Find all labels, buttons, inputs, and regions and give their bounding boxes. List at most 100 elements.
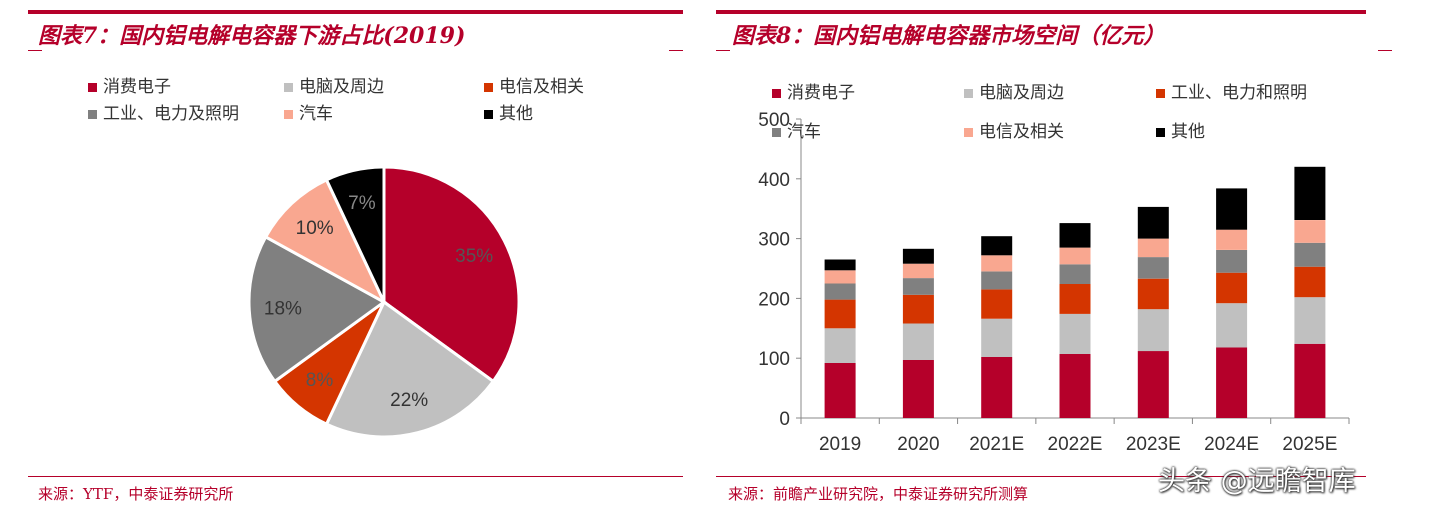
legend-item: 电信及相关	[484, 72, 584, 97]
bar-segment	[902, 278, 934, 295]
pie-slice	[382, 165, 521, 384]
legend-item: 电脑及周边	[284, 72, 384, 97]
bottom-rule	[28, 476, 683, 477]
legend-item: 其他	[484, 99, 533, 124]
x-tick-label: 2020	[897, 434, 939, 455]
bar-segment	[1059, 264, 1091, 284]
bar-segment	[981, 271, 1013, 290]
pie-data-label: 7%	[348, 193, 376, 214]
legend-label: 其他	[1171, 122, 1205, 142]
source-note: 来源：YTF，中泰证券研究所	[38, 485, 234, 503]
legend-label: 汽车	[787, 122, 821, 142]
bar-segment	[1294, 220, 1326, 243]
pie-slice	[263, 177, 388, 306]
x-tick-label: 2023E	[1126, 434, 1181, 455]
figure-title: 图表7：国内铝电解电容器下游占比(2019)	[38, 23, 466, 49]
bottom-rule	[716, 476, 1366, 477]
bar-segment	[824, 299, 856, 329]
bar-segment	[824, 270, 856, 284]
pie-slice	[247, 234, 387, 384]
bar-segment	[1294, 297, 1326, 344]
legend-swatch	[772, 128, 781, 137]
bar-segment	[824, 283, 856, 300]
top-rule	[716, 10, 1366, 14]
bar-segment	[981, 318, 1013, 357]
x-tick-label: 2024E	[1204, 434, 1259, 455]
bar-segment	[1216, 347, 1248, 418]
bar-segment	[1216, 229, 1248, 250]
bar-chart-panel: 图表8：国内铝电解电容器市场空间（亿元） 0 100 200 300 400 500 201…	[706, 0, 1436, 510]
bar-segment	[824, 363, 856, 418]
legend-item: 消费电子	[88, 72, 171, 97]
legend-item: 工业、电力和照明	[1156, 78, 1307, 103]
legend-label: 电信及相关	[499, 77, 584, 97]
y-tick-label: 0	[779, 409, 790, 430]
legend-item: 消费电子	[772, 78, 855, 103]
legend-label: 电信及相关	[979, 122, 1064, 142]
legend-item: 工业、电力及照明	[88, 99, 239, 124]
title-tick-left	[28, 50, 42, 51]
legend-label: 消费电子	[787, 83, 855, 103]
pie-chart: 35% 22% 8% 18% 10% 7%	[247, 165, 521, 439]
bar-segment	[1059, 354, 1091, 418]
y-tick-label: 100	[758, 349, 790, 370]
legend-label: 其他	[499, 104, 533, 124]
legend-swatch	[1156, 89, 1165, 98]
bar-segment	[1216, 188, 1248, 230]
legend-label: 消费电子	[103, 77, 171, 97]
bar-segment	[1137, 309, 1169, 352]
x-tick-label: 2025E	[1282, 434, 1337, 455]
legend-swatch	[484, 83, 493, 92]
pie-chart-panel: 图表7：国内铝电解电容器下游占比(2019) 消费电子 电脑及周边 电信及相关 …	[0, 0, 700, 510]
x-tick-label: 2021E	[969, 434, 1024, 455]
bar-segment	[1059, 247, 1091, 265]
legend-swatch	[964, 128, 973, 137]
top-rule	[28, 10, 683, 14]
y-tick-label: 300	[758, 230, 790, 251]
pie-data-label: 35%	[455, 246, 493, 267]
legend-item: 其他	[1156, 117, 1205, 142]
bar-segment	[902, 323, 934, 360]
legend-label: 电脑及周边	[299, 77, 384, 97]
bar-segment	[902, 248, 934, 264]
legend-swatch	[1156, 128, 1165, 137]
bar-segment	[1059, 284, 1091, 314]
legend-swatch	[88, 83, 97, 92]
bar-segment	[902, 360, 934, 418]
x-tick-label: 2022E	[1048, 434, 1103, 455]
legend-swatch	[284, 83, 293, 92]
bar-segment	[1294, 266, 1326, 298]
legend-swatch	[88, 110, 97, 119]
y-tick-label: 500	[758, 110, 790, 131]
bar-segment	[1294, 343, 1326, 418]
title-tick-left	[716, 50, 730, 51]
bar-segment	[1137, 257, 1169, 279]
title-tick-right	[669, 50, 683, 51]
bar-segment	[1216, 303, 1248, 348]
legend-swatch	[484, 110, 493, 119]
stacked-bar-chart: 0 100 200 300 400 500 2019 2020 2021E 2022E 2023E 2…	[758, 110, 1350, 455]
pie-data-label: 10%	[296, 218, 334, 239]
pie-data-label: 18%	[264, 298, 302, 319]
legend-label: 电脑及周边	[979, 83, 1064, 103]
legend-swatch	[964, 89, 973, 98]
bar-segment	[902, 294, 934, 324]
bar-segment	[1294, 242, 1326, 267]
bar-segment	[824, 259, 856, 271]
pie-data-label: 22%	[390, 390, 428, 411]
bar-segment	[1059, 223, 1091, 248]
bar-segment	[902, 263, 934, 279]
title-tick-right	[1378, 50, 1392, 51]
bar-segment	[981, 255, 1013, 272]
legend-label: 工业、电力及照明	[103, 104, 239, 124]
figure-title: 图表8：国内铝电解电容器市场空间（亿元）	[732, 23, 1166, 49]
source-note: 来源：前瞻产业研究院，中泰证券研究所测算	[728, 485, 1029, 503]
bar-segment	[1137, 278, 1169, 310]
legend-label: 工业、电力和照明	[1171, 83, 1307, 103]
bar-segment	[1216, 272, 1248, 304]
y-tick-label: 200	[758, 289, 790, 310]
watermark-text: 头条 @远瞻智库	[1158, 466, 1356, 497]
bar-segment	[981, 236, 1013, 256]
bar-segment	[981, 357, 1013, 418]
bar-segment	[824, 328, 856, 363]
